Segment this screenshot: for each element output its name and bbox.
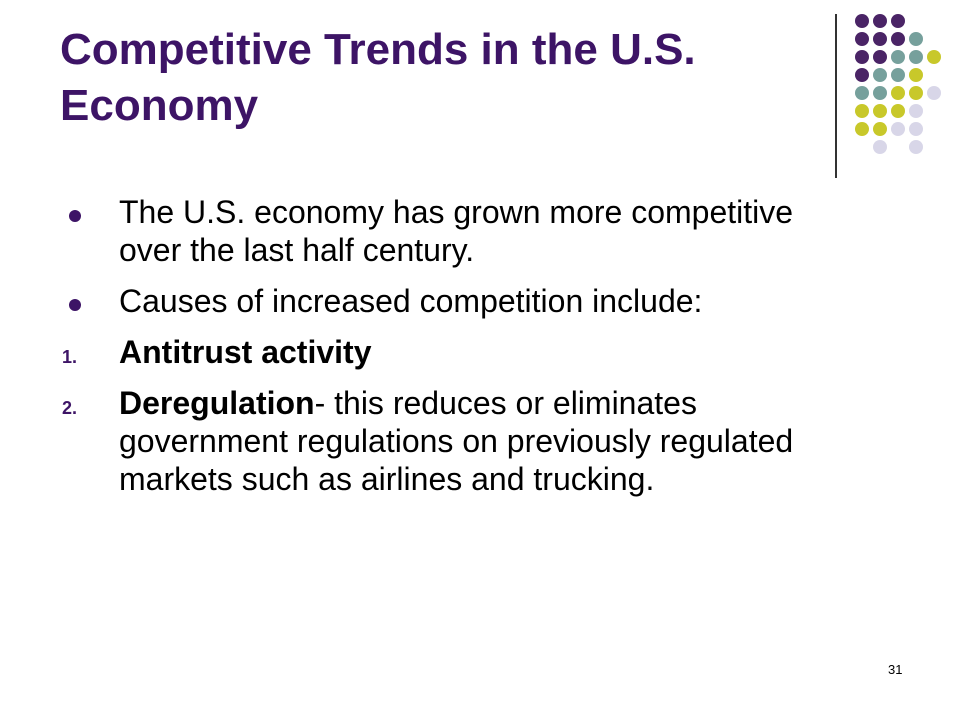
dot: [855, 14, 869, 28]
dot: [909, 32, 923, 46]
dot: [927, 50, 941, 64]
dot: [891, 104, 905, 118]
dot: [873, 50, 887, 64]
dot: [855, 32, 869, 46]
dot: [891, 86, 905, 100]
dot: [855, 122, 869, 136]
dot: [855, 50, 869, 64]
numbered-text: Deregulation- this reduces or eliminates…: [119, 385, 794, 497]
divider-line: [835, 14, 837, 178]
bullet-text: The U.S. economy has grown more competit…: [119, 194, 794, 268]
slide-title: Competitive Trends in the U.S. Economy: [60, 25, 696, 130]
slide-body: The U.S. economy has grown more competit…: [60, 193, 860, 511]
numbered-text: Antitrust activity: [119, 334, 372, 370]
dot: [873, 68, 887, 82]
dot: [855, 104, 869, 118]
dot: [855, 68, 869, 82]
dot: [891, 50, 905, 64]
list-number: 2.: [62, 398, 78, 418]
dot: [855, 86, 869, 100]
dot: [891, 14, 905, 28]
bullet-dot-icon: [69, 299, 81, 311]
bullet-text: Causes of increased competition include:: [119, 283, 703, 319]
bullet-dot-icon: [69, 210, 81, 222]
numbered-item: 2. Deregulation- this reduces or elimina…: [60, 384, 860, 498]
bullet-item: The U.S. economy has grown more competit…: [60, 193, 860, 269]
numbered-item: 1. Antitrust activity: [60, 333, 860, 371]
list-number: 1.: [62, 347, 78, 367]
dot: [873, 86, 887, 100]
dot: [927, 86, 941, 100]
dot: [873, 104, 887, 118]
page-number: 31: [888, 662, 903, 677]
dot: [891, 32, 905, 46]
dot: [909, 122, 923, 136]
dot: [873, 122, 887, 136]
bullet-item: Causes of increased competition include:: [60, 282, 860, 320]
dot: [909, 140, 923, 154]
dot: [909, 86, 923, 100]
dot: [909, 68, 923, 82]
dot: [891, 122, 905, 136]
dot: [873, 14, 887, 28]
dot: [909, 104, 923, 118]
dot: [873, 140, 887, 154]
dot: [891, 68, 905, 82]
dot: [909, 50, 923, 64]
dot: [873, 32, 887, 46]
